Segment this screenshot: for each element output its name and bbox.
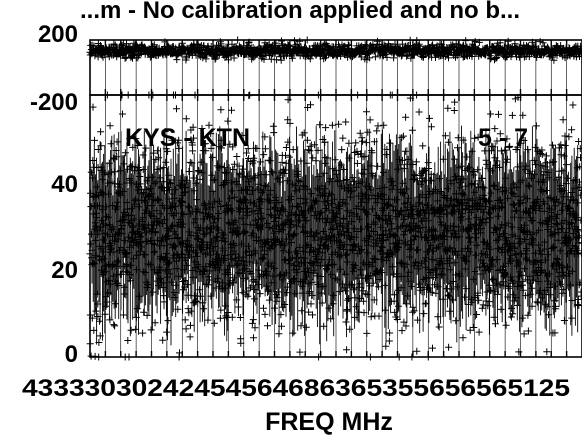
phase-panel: 200 -200 (30, 21, 582, 116)
x-tick-labels: 43333030242454564686365355656565125 (22, 375, 570, 402)
phase-point-markers (86, 36, 582, 64)
channel-label: 5 - 7 (478, 124, 528, 152)
amplitude-ytick-40: 40 (51, 171, 78, 198)
chart-title: ...m - No calibration applied and no b..… (80, 0, 520, 24)
amplitude-points (86, 91, 582, 361)
amplitude-panel: 40 20 0 (51, 91, 582, 368)
amplitude-ytick-0: 0 (65, 341, 78, 368)
phase-ytick-neg200: -200 (30, 89, 78, 116)
x-axis-title: FREQ MHz (265, 408, 393, 436)
phase-points (86, 36, 582, 64)
amplitude-spread-lines (91, 125, 580, 346)
phase-ytick-200: 200 (38, 21, 78, 48)
baseline-label: KYS - KTN (125, 124, 250, 152)
amplitude-ytick-20: 20 (51, 257, 78, 284)
